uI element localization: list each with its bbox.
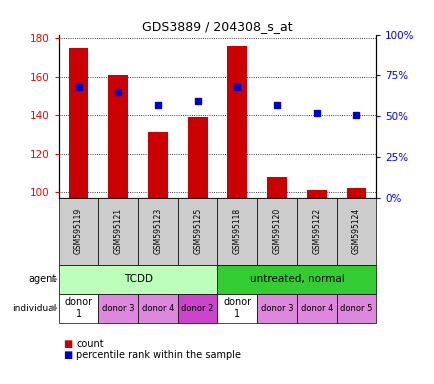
Text: GSM595125: GSM595125	[193, 208, 202, 255]
Text: donor 4: donor 4	[141, 304, 174, 313]
Text: donor
1: donor 1	[64, 297, 92, 319]
Bar	[346, 188, 365, 198]
Text: count: count	[76, 339, 104, 349]
Text: ■: ■	[63, 350, 72, 360]
Text: GSM595123: GSM595123	[153, 208, 162, 255]
Text: GSM595121: GSM595121	[114, 208, 122, 255]
Text: GSM595122: GSM595122	[312, 208, 320, 255]
Bar	[108, 75, 128, 198]
Text: TCDD: TCDD	[123, 274, 152, 285]
Text: donor 5: donor 5	[339, 304, 372, 313]
Bar	[266, 177, 286, 198]
Bar	[187, 117, 207, 198]
Text: GSM595120: GSM595120	[272, 208, 281, 255]
Text: donor
1: donor 1	[223, 297, 251, 319]
Bar	[227, 46, 247, 198]
Bar	[148, 132, 168, 198]
Text: donor 4: donor 4	[300, 304, 332, 313]
Title: GDS3889 / 204308_s_at: GDS3889 / 204308_s_at	[142, 20, 292, 33]
Text: ■: ■	[63, 339, 72, 349]
Text: untreated, normal: untreated, normal	[249, 274, 343, 285]
Text: donor 2: donor 2	[181, 304, 214, 313]
Text: GSM595119: GSM595119	[74, 208, 83, 255]
Text: GSM595124: GSM595124	[351, 208, 360, 255]
Text: individual: individual	[12, 304, 56, 313]
Text: donor 3: donor 3	[260, 304, 293, 313]
Bar	[69, 48, 88, 198]
Text: GSM595118: GSM595118	[232, 208, 241, 255]
Text: percentile rank within the sample: percentile rank within the sample	[76, 350, 240, 360]
Bar	[306, 190, 326, 198]
Text: agent: agent	[28, 274, 56, 285]
Text: donor 3: donor 3	[102, 304, 134, 313]
